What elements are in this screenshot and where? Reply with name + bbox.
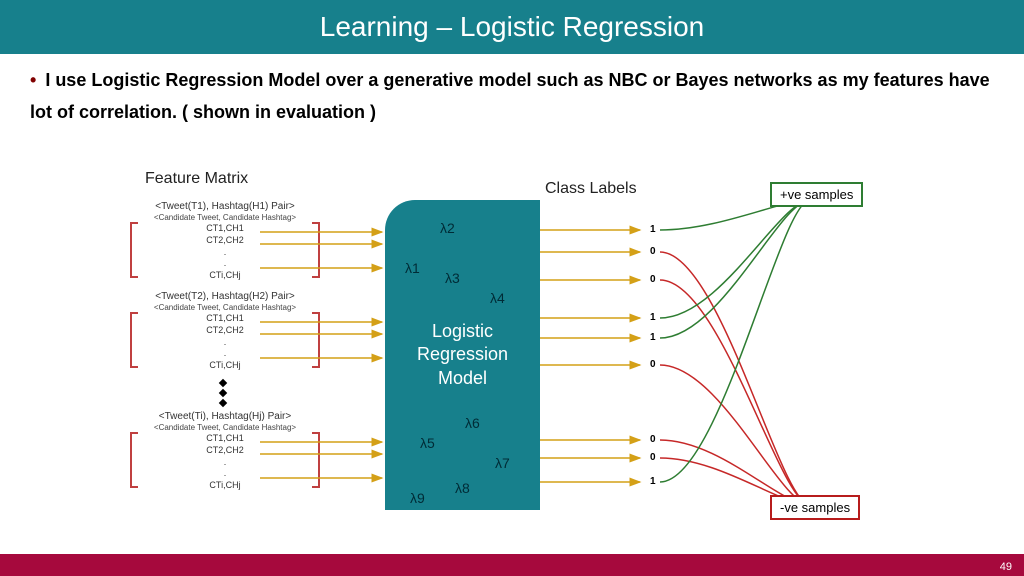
neg-samples-box: -ve samples xyxy=(770,495,860,520)
feature-block: <Tweet(T1), Hashtag(H1) Pair><Candidate … xyxy=(135,200,315,282)
bracket-right xyxy=(312,312,320,368)
class-label: 0 xyxy=(650,434,656,445)
class-label: 0 xyxy=(650,359,656,370)
model-box: Logistic Regression Model xyxy=(385,200,540,510)
lambda-label: λ4 xyxy=(490,290,505,306)
lambda-label: λ6 xyxy=(465,415,480,431)
model-line2: Regression xyxy=(417,343,508,366)
bracket-left xyxy=(130,312,138,368)
class-label: 0 xyxy=(650,452,656,463)
lambda-label: λ9 xyxy=(410,490,425,506)
bullet-text: I use Logistic Regression Model over a g… xyxy=(30,64,994,129)
class-label: 1 xyxy=(650,332,656,343)
feature-matrix-label: Feature Matrix xyxy=(145,170,248,188)
ellipsis-diamond xyxy=(219,389,227,397)
diagram: Feature Matrix Class Labels <Tweet(T1), … xyxy=(0,160,1024,550)
class-label: 0 xyxy=(650,274,656,285)
slide-title: Learning – Logistic Regression xyxy=(320,11,704,43)
lambda-label: λ7 xyxy=(495,455,510,471)
model-line3: Model xyxy=(438,367,487,390)
lambda-label: λ5 xyxy=(420,435,435,451)
page-number: 49 xyxy=(1000,561,1012,573)
bracket-left xyxy=(130,432,138,488)
class-label: 1 xyxy=(650,224,656,235)
content-area: I use Logistic Regression Model over a g… xyxy=(0,54,1024,139)
class-labels-label: Class Labels xyxy=(545,180,637,198)
model-line1: Logistic xyxy=(432,320,493,343)
bracket-left xyxy=(130,222,138,278)
lambda-label: λ1 xyxy=(405,260,420,276)
feature-block: <Tweet(T2), Hashtag(H2) Pair><Candidate … xyxy=(135,290,315,372)
feature-block: <Tweet(Ti), Hashtag(Hj) Pair><Candidate … xyxy=(135,410,315,492)
footer-bar: 49 xyxy=(0,554,1024,576)
slide-header: Learning – Logistic Regression xyxy=(0,0,1024,54)
lambda-label: λ3 xyxy=(445,270,460,286)
bracket-right xyxy=(312,432,320,488)
pos-samples-box: +ve samples xyxy=(770,182,863,207)
lambda-label: λ8 xyxy=(455,480,470,496)
class-label: 1 xyxy=(650,476,656,487)
class-label: 0 xyxy=(650,246,656,257)
lambda-label: λ2 xyxy=(440,220,455,236)
bracket-right xyxy=(312,222,320,278)
class-label: 1 xyxy=(650,312,656,323)
ellipsis-diamond xyxy=(219,399,227,407)
ellipsis-diamond xyxy=(219,379,227,387)
